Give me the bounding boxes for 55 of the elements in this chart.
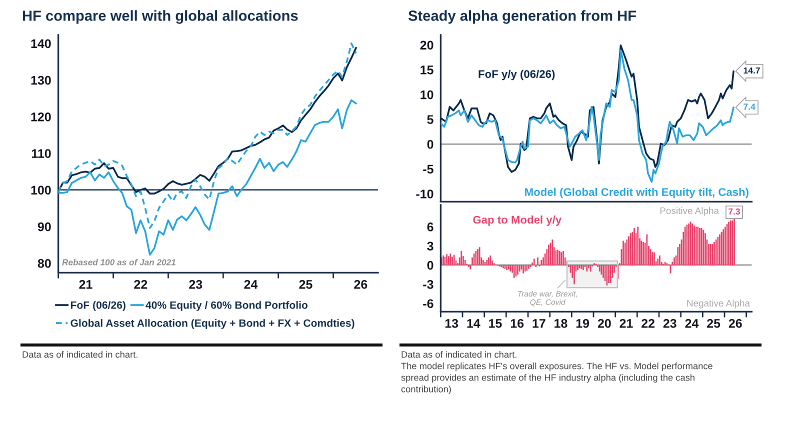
x-tick-label: 24 [244, 280, 258, 289]
y-tick-label: 110 [32, 149, 51, 158]
x-tick-label: 25 [707, 318, 720, 328]
y-tick-label: 130 [31, 76, 51, 85]
annotation: Negative Alpha [687, 300, 750, 308]
y-tick-label: 120 [31, 112, 51, 122]
y-tick-label: 80 [38, 258, 51, 268]
x-tick-label: 26 [728, 318, 742, 328]
y-tick-label: -10 [416, 190, 434, 198]
y-tick-label: 100 [31, 186, 51, 195]
y-tick-label: 20 [420, 40, 434, 50]
y-tick-label: -5 [423, 164, 434, 174]
data-label: 7.4 [744, 104, 756, 110]
text: Data as of indicated in chart. [22, 351, 138, 358]
x-tick-label: 16 [510, 318, 524, 328]
y-tick-label: -6 [423, 299, 434, 308]
y-tick-label: 5 [427, 115, 434, 124]
x-tick-label: 20 [598, 318, 611, 328]
x-tick-label: 24 [685, 318, 699, 328]
annotation: Positive Alpha [660, 207, 719, 216]
x-tick-label: 21 [620, 318, 633, 328]
x-tick-label: 22 [134, 280, 148, 289]
series-label: Gap to Model y/y [473, 216, 562, 226]
x-tick-label: 21 [79, 280, 92, 289]
y-tick-label: 15 [420, 66, 434, 74]
x-tick-label: 18 [554, 318, 568, 328]
data-label: 7.3 [728, 208, 740, 215]
data-label: 14.7 [744, 67, 760, 74]
y-tick-label: 0 [427, 260, 434, 270]
y-tick-label: 3 [427, 242, 434, 251]
x-tick-label: 17 [532, 319, 546, 328]
x-tick-label: 19 [576, 318, 590, 328]
annotation: Rebased 100 as of Jan 2021 [62, 258, 176, 266]
y-tick-label: 90 [38, 222, 51, 232]
x-tick-label: 23 [663, 318, 676, 328]
x-tick-label: 25 [299, 280, 312, 289]
legend-label: 40% Equity / 60% Bond Portfolio [146, 301, 308, 311]
x-tick-label: 15 [489, 319, 502, 328]
x-tick-label: 14 [467, 319, 480, 328]
y-tick-label: 10 [420, 90, 434, 100]
y-tick-label: 6 [427, 222, 434, 232]
legend-label: FoF (06/26) [70, 301, 126, 311]
x-tick-label: 13 [445, 318, 458, 328]
text: Data as of indicated in chart. The model replicates HF's overall exposures. The HF vs. Model performance spread provides an estimate of the HF industry alpha (including the cash contribution) [401, 351, 712, 394]
y-tick-label: -3 [423, 280, 434, 289]
series-label: Model (Global Credit with Equity tilt, Cash) [525, 188, 748, 198]
x-tick-label: 22 [642, 318, 655, 328]
x-tick-label: 23 [189, 280, 202, 289]
text: FoF y/y (06/26) [478, 70, 555, 80]
legend-label: Global Asset Allocation (Equity + Bond + FX + Comdties) [70, 319, 354, 329]
y-tick-label: 140 [31, 39, 51, 48]
y-tick-label: 0 [427, 140, 434, 149]
x-tick-label: 26 [354, 280, 368, 289]
chart-title: Steady alpha generation from HF [408, 10, 636, 24]
chart-title: HF compare well with global allocations [22, 10, 298, 24]
